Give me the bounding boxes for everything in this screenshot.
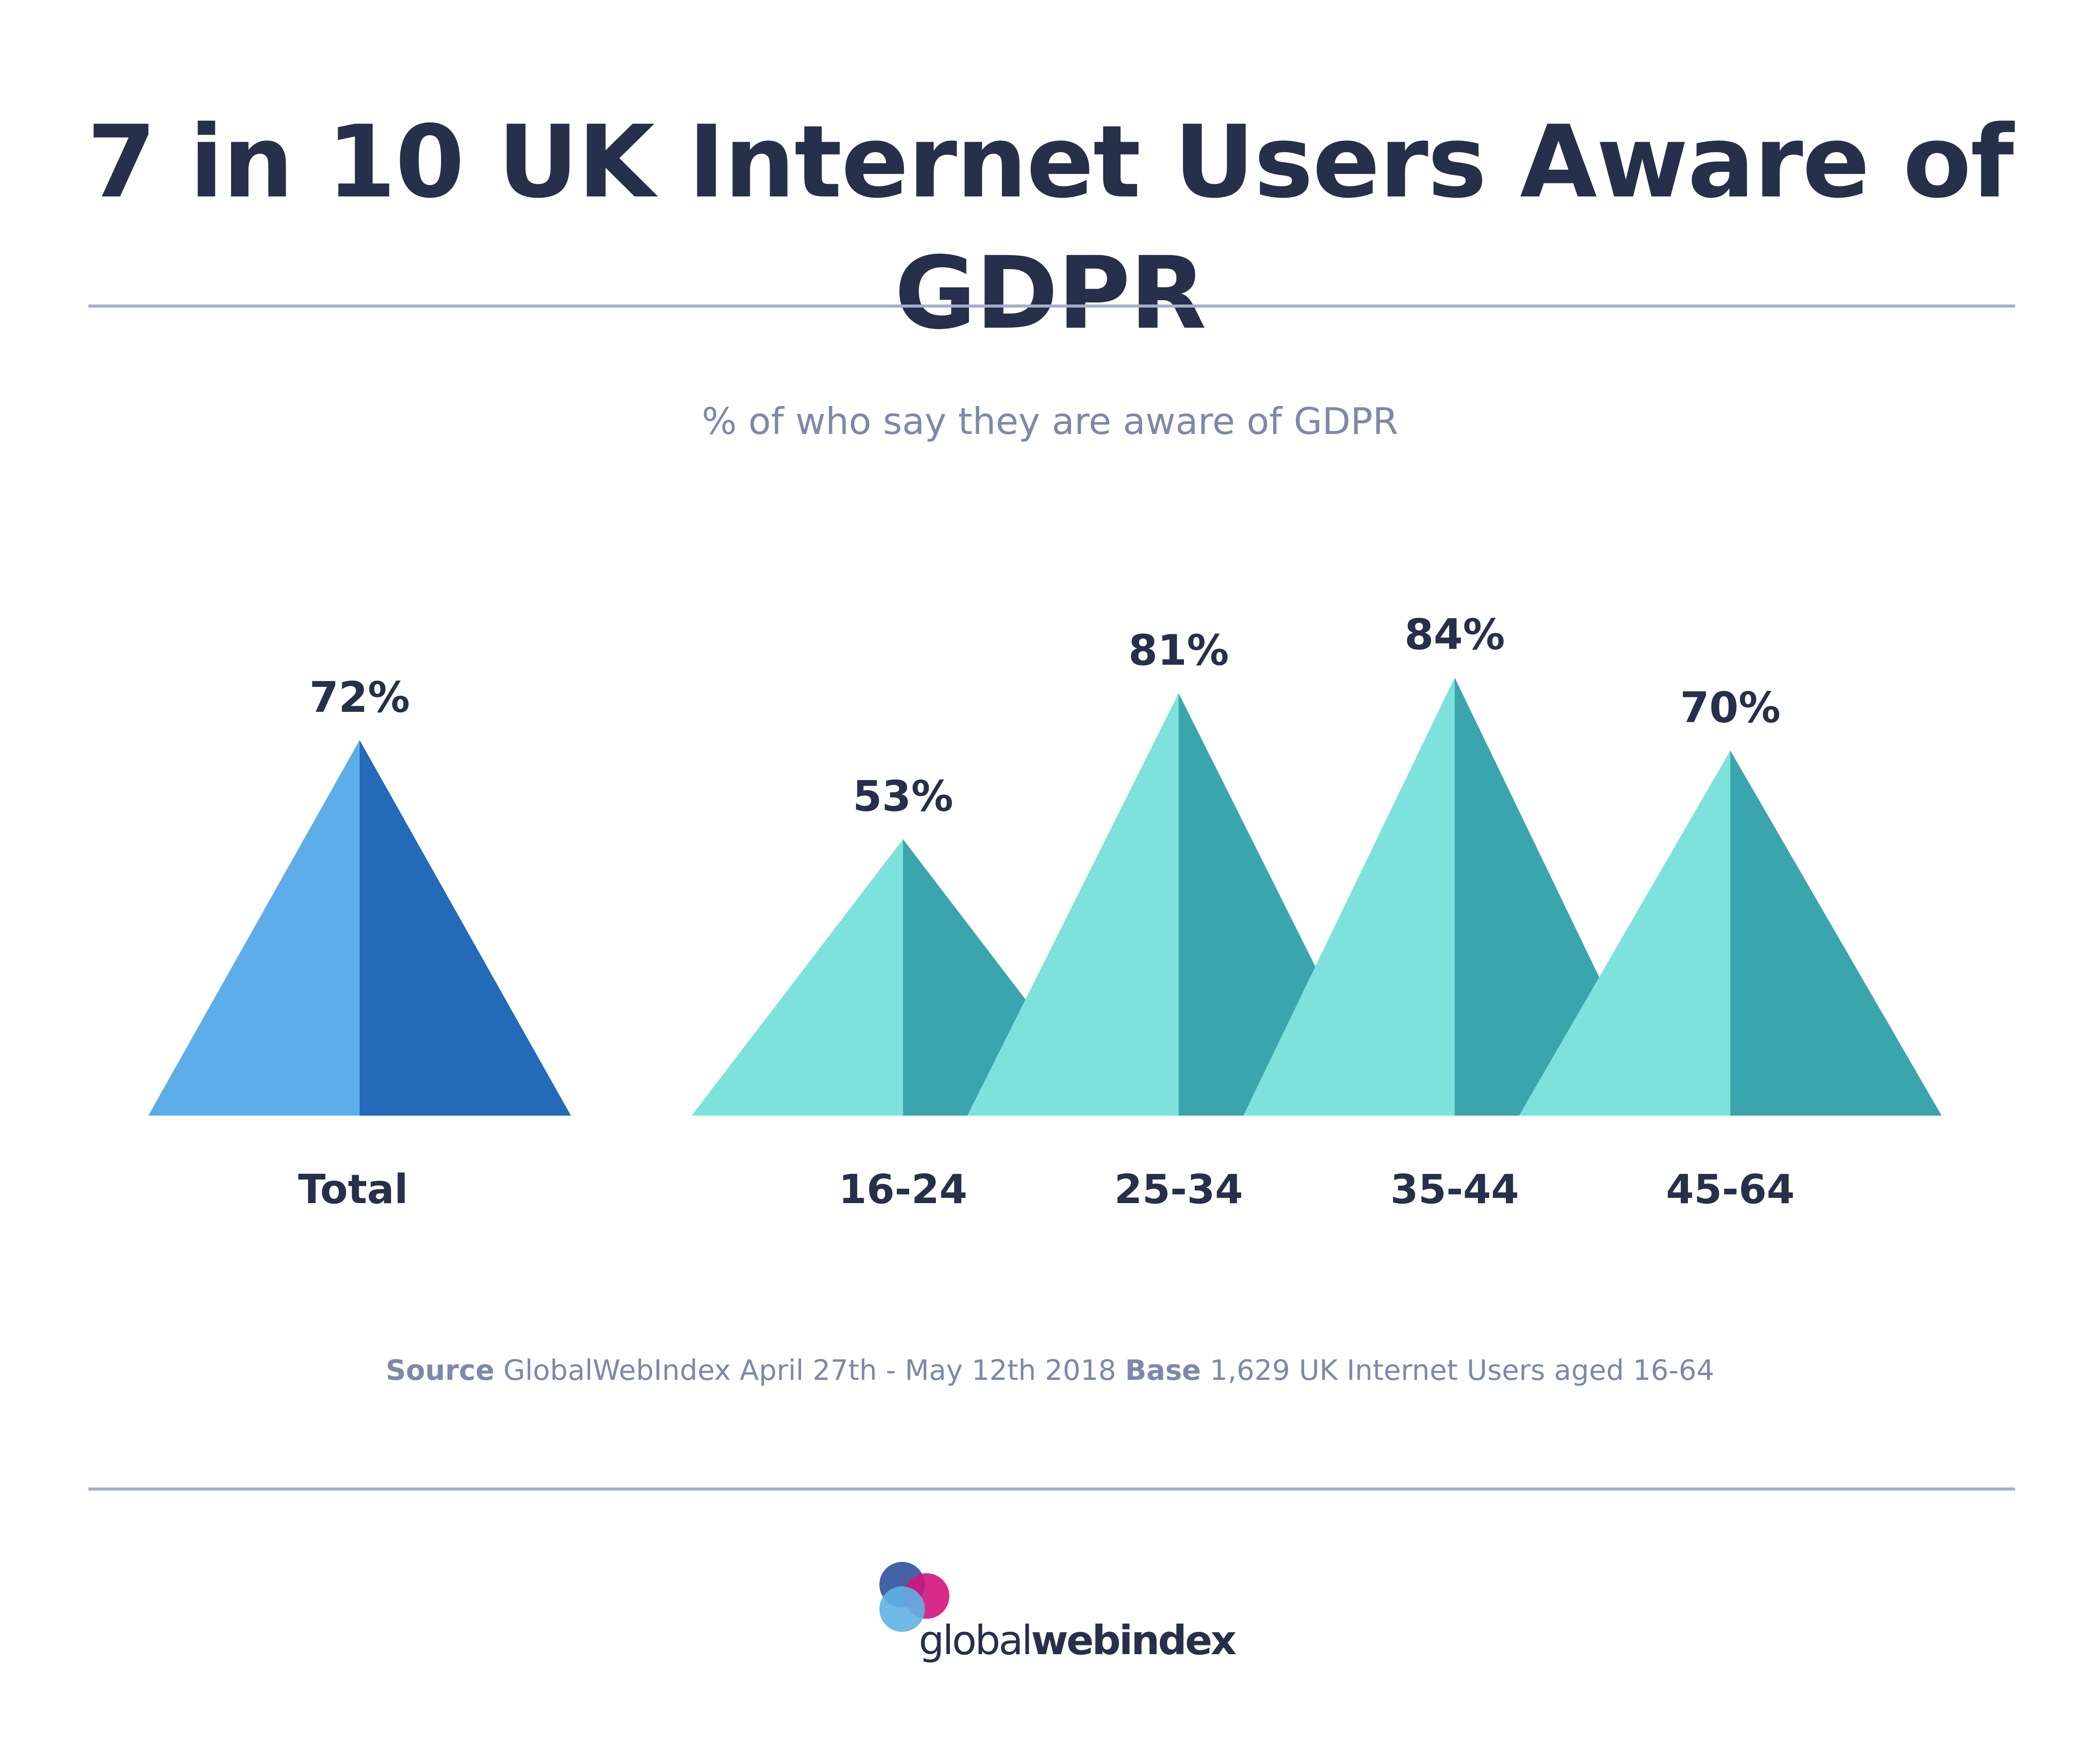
- category-label-total: Total: [298, 1166, 408, 1213]
- triangle-bar-35-44: [1243, 677, 1666, 1116]
- brand-wordmark: globalwebindex: [919, 1617, 1237, 1665]
- value-label-45-64: 70%: [1680, 683, 1781, 732]
- triangle-bar-total: [148, 740, 571, 1116]
- bar-total-light-half: [148, 740, 360, 1116]
- value-label-16-24: 53%: [853, 772, 953, 821]
- source-note: Source GlobalWebIndex April 27th - May 1…: [0, 1351, 2100, 1390]
- bar-35-44-dark-half: [1455, 677, 1666, 1116]
- base-text: 1,629 UK Internet Users aged 16-64: [1210, 1354, 1715, 1387]
- category-label-35-44: 35-44: [1390, 1166, 1519, 1213]
- bar-25-34-light-half: [967, 693, 1179, 1116]
- source-text: GlobalWebIndex April 27th - May 12th 201…: [503, 1354, 1116, 1387]
- triangle-bar-45-64: [1519, 750, 1942, 1116]
- brand-word-light: global: [919, 1617, 1033, 1664]
- top-divider: [88, 304, 2015, 308]
- base-label: Base: [1125, 1354, 1201, 1387]
- bar-16-24-light-half: [692, 839, 903, 1116]
- category-label-45-64: 45-64: [1666, 1166, 1795, 1213]
- source-label: Source: [385, 1354, 495, 1387]
- brand-word-bold: webindex: [1031, 1617, 1237, 1664]
- chart-marks: [148, 677, 1942, 1116]
- bottom-divider: [88, 1488, 2015, 1491]
- chart-labels: 72% Total 53% 16-24 81% 25-34 84% 35-44 70% 45-64: [298, 610, 1795, 1213]
- bar-35-44-light-half: [1243, 677, 1455, 1116]
- bar-total-dark-half: [360, 740, 571, 1116]
- value-label-total: 72%: [309, 673, 410, 722]
- page-title: 7 in 10 UK Internet Users Aware of GDPR: [87, 104, 2014, 351]
- category-label-16-24: 16-24: [839, 1166, 967, 1213]
- category-label-25-34: 25-34: [1114, 1166, 1243, 1213]
- bar-45-64-dark-half: [1730, 750, 1942, 1116]
- chart-subtitle: % of who say they are aware of GDPR: [702, 400, 1398, 443]
- brand-logo: globalwebindex: [875, 1558, 1269, 1671]
- bar-45-64-light-half: [1519, 750, 1730, 1116]
- value-label-25-34: 81%: [1128, 626, 1229, 675]
- brand-logo-mark: [879, 1562, 949, 1632]
- value-label-35-44: 84%: [1404, 610, 1505, 659]
